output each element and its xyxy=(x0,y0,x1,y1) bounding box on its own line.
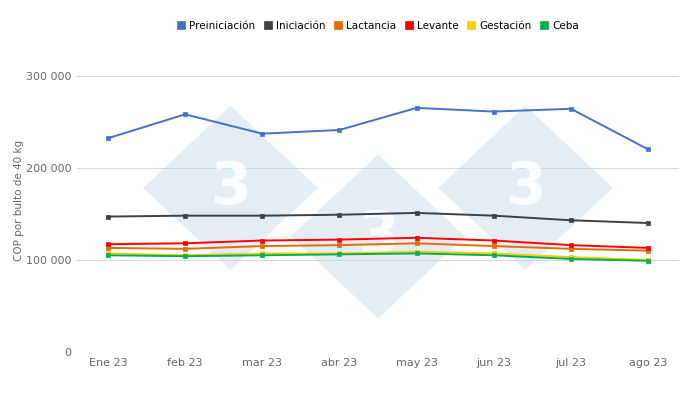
Ceba xyxy=(335,252,344,257)
Preiniciación xyxy=(335,128,344,132)
Ceba xyxy=(258,253,267,258)
Gestación xyxy=(644,258,652,262)
Polygon shape xyxy=(290,154,466,318)
Polygon shape xyxy=(438,106,612,270)
Preiniciación xyxy=(567,106,575,111)
Preiniciación xyxy=(258,131,267,136)
Line: Lactancia: Lactancia xyxy=(106,241,650,253)
Preiniciación xyxy=(412,106,421,110)
Preiniciación xyxy=(181,112,189,117)
Preiniciación xyxy=(104,136,112,141)
Preiniciación xyxy=(644,147,652,152)
Ceba xyxy=(567,256,575,261)
Levante xyxy=(335,237,344,242)
Lactancia xyxy=(489,244,498,248)
Lactancia xyxy=(412,241,421,246)
Line: Iniciación: Iniciación xyxy=(106,211,650,225)
Ceba xyxy=(489,253,498,258)
Iniciación xyxy=(644,221,652,226)
Text: 3: 3 xyxy=(358,208,398,265)
Legend: Preiniciación, Iniciación, Lactancia, Levante, Gestación, Ceba: Preiniciación, Iniciación, Lactancia, Le… xyxy=(172,17,584,35)
Line: Gestación: Gestación xyxy=(106,250,650,262)
Levante xyxy=(567,243,575,248)
Ceba xyxy=(644,258,652,263)
Levante xyxy=(181,241,189,246)
Iniciación xyxy=(258,213,267,218)
Lactancia xyxy=(335,243,344,248)
Gestación xyxy=(258,251,267,256)
Ceba xyxy=(412,251,421,256)
Line: Ceba: Ceba xyxy=(106,251,650,263)
Iniciación xyxy=(181,213,189,218)
Gestación xyxy=(335,251,344,256)
Iniciación xyxy=(489,213,498,218)
Gestación xyxy=(412,249,421,254)
Lactancia xyxy=(258,244,267,248)
Y-axis label: COP por bulto de 40 kg: COP por bulto de 40 kg xyxy=(14,140,24,260)
Lactancia xyxy=(567,246,575,251)
Levante xyxy=(489,238,498,243)
Line: Levante: Levante xyxy=(106,236,650,250)
Iniciación xyxy=(104,214,112,219)
Polygon shape xyxy=(144,106,318,270)
Iniciación xyxy=(412,210,421,215)
Lactancia xyxy=(181,246,189,251)
Levante xyxy=(412,235,421,240)
Line: Preiniciación: Preiniciación xyxy=(106,106,650,152)
Gestación xyxy=(489,251,498,256)
Ceba xyxy=(181,254,189,258)
Levante xyxy=(644,246,652,250)
Text: 3: 3 xyxy=(505,159,546,216)
Levante xyxy=(258,238,267,243)
Iniciación xyxy=(335,212,344,217)
Iniciación xyxy=(567,218,575,223)
Ceba xyxy=(104,253,112,258)
Gestación xyxy=(567,255,575,260)
Lactancia xyxy=(644,248,652,253)
Lactancia xyxy=(104,246,112,250)
Gestación xyxy=(104,251,112,256)
Gestación xyxy=(181,253,189,258)
Levante xyxy=(104,242,112,247)
Text: 3: 3 xyxy=(210,159,251,216)
Preiniciación xyxy=(489,109,498,114)
